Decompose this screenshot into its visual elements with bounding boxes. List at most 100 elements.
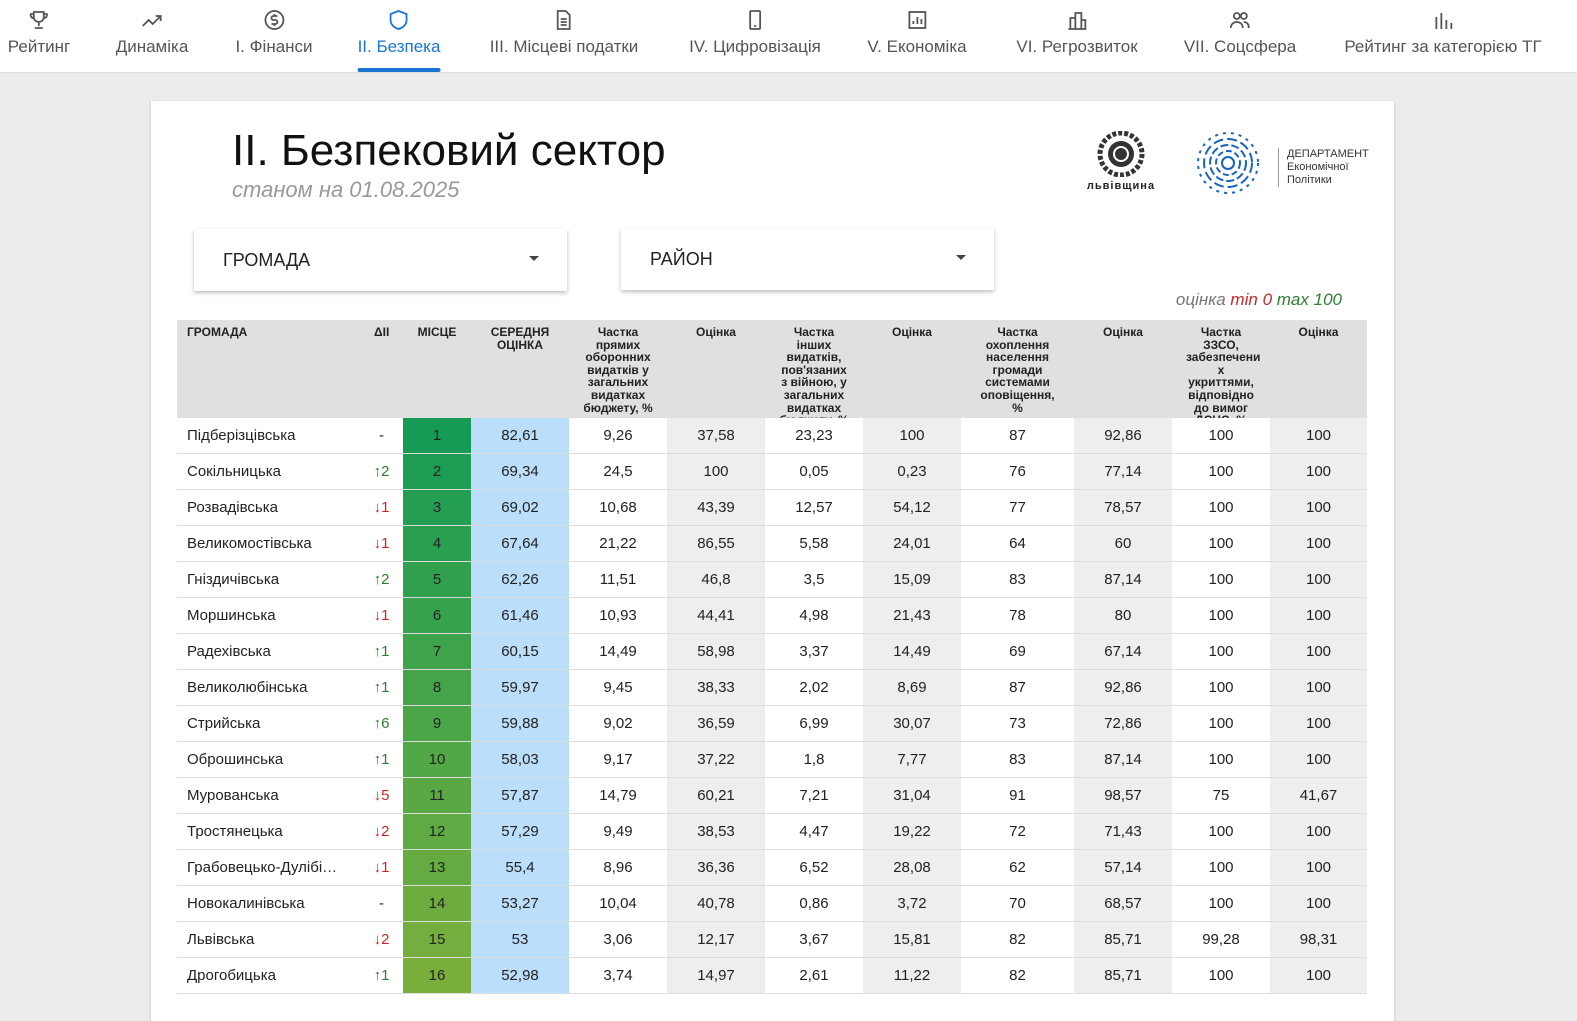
- table-row: Розвадівська ↓1 3 69,02 10,68 43,39 12,57 54,12…: [177, 489, 1367, 526]
- indicator-share: 9,49: [569, 813, 667, 850]
- column-header[interactable]: СЕРЕДНЯ ОЦІНКА: [471, 320, 569, 418]
- rank: 9: [403, 705, 471, 742]
- column-header[interactable]: Частка ЗЗСО, забезпечени х укриттями, ві…: [1172, 320, 1270, 418]
- tab-label: Рейтинг за категорією ТГ: [1344, 37, 1542, 56]
- average-score: 59,88: [471, 705, 569, 742]
- score: 100: [1270, 705, 1367, 742]
- score: 98,31: [1270, 921, 1367, 958]
- column-header-text: Частка інших видатків, пов'язаних з війн…: [779, 325, 848, 418]
- indicator-share: 82: [961, 957, 1074, 994]
- score: 100: [1270, 669, 1367, 706]
- table-row: Великомостівська ↓1 4 67,64 21,22 86,55 5,58 24…: [177, 525, 1367, 562]
- indicator-share: 3,06: [569, 921, 667, 958]
- community-dropdown[interactable]: ГРОМАДА: [194, 229, 567, 291]
- nav-tab[interactable]: VII. Соцсфера: [1184, 0, 1296, 72]
- score: 0,23: [863, 453, 961, 490]
- column-header-text: МІСЦЕ: [417, 325, 457, 339]
- table-row: Львівська ↓2 15 53 3,06 12,17 3,67 15,81 82 85,71…: [177, 921, 1367, 958]
- indicator-share: 3,37: [765, 633, 863, 670]
- legend-min-label: min: [1230, 290, 1258, 309]
- header-row: ГРОМАДА ΔІІ МІСЦЕ СЕРЕДНЯ ОЦІНКА Частка прям…: [177, 320, 1367, 418]
- rank: 2: [403, 453, 471, 490]
- tab-icon: [142, 15, 162, 27]
- tab-label: VI. Регрозвиток: [1016, 37, 1138, 56]
- indicator-share: 9,45: [569, 669, 667, 706]
- column-header-text: Частка прямих оборонних видатків у загал…: [583, 325, 653, 415]
- community-name: Сокільницька: [177, 453, 360, 490]
- score: 100: [1270, 885, 1367, 922]
- region-emblem: [1097, 130, 1145, 178]
- indicator-share: 100: [1172, 453, 1270, 490]
- nav-tab[interactable]: VI. Регрозвиток: [1016, 0, 1138, 72]
- indicator-share: 91: [961, 777, 1074, 814]
- score: 38,33: [667, 669, 765, 706]
- indicator-share: 9,17: [569, 741, 667, 778]
- report-card: ІІ. Безпековий сектор станом на 01.08.20…: [151, 101, 1394, 1021]
- tab-icon: [1067, 12, 1086, 30]
- community-name: Моршинська: [177, 597, 360, 634]
- score: 100: [1270, 957, 1367, 994]
- indicator-share: 0,86: [765, 885, 863, 922]
- score: 68,57: [1074, 885, 1172, 922]
- indicator-share: 0,05: [765, 453, 863, 490]
- column-header[interactable]: Оцінка: [863, 320, 961, 418]
- indicator-share: 83: [961, 741, 1074, 778]
- department-line: Економічної: [1287, 161, 1349, 173]
- column-header[interactable]: МІСЦЕ: [403, 320, 471, 418]
- score: 86,55: [667, 525, 765, 562]
- nav-tab[interactable]: Рейтинг за категорією ТГ: [1344, 0, 1542, 72]
- tab-icon: [908, 11, 926, 29]
- indicator-share: 1,8: [765, 741, 863, 778]
- indicator-share: 21,22: [569, 525, 667, 562]
- column-header[interactable]: ΔІІ: [360, 320, 403, 418]
- nav-tab[interactable]: ІІІ. Місцеві податки: [490, 0, 638, 72]
- score: 100: [1270, 418, 1367, 454]
- indicator-share: 10,68: [569, 489, 667, 526]
- score: 8,69: [863, 669, 961, 706]
- rank: 3: [403, 489, 471, 526]
- average-score: 57,87: [471, 777, 569, 814]
- column-header[interactable]: Оцінка: [1074, 320, 1172, 418]
- column-header-text: Оцінка: [696, 325, 736, 339]
- rank-change: -: [360, 885, 403, 922]
- indicator-share: 23,23: [765, 418, 863, 454]
- column-header[interactable]: Оцінка: [1270, 320, 1367, 418]
- nav-tab[interactable]: IV. Цифровізація: [689, 0, 821, 72]
- indicator-share: 12,57: [765, 489, 863, 526]
- indicator-share: 14,79: [569, 777, 667, 814]
- community-name: Підберізцівська: [177, 418, 360, 454]
- column-header[interactable]: Частка інших видатків, пов'язаних з війн…: [765, 320, 863, 418]
- column-header[interactable]: Частка прямих оборонних видатків у загал…: [569, 320, 667, 418]
- district-dropdown[interactable]: РАЙОН: [621, 228, 994, 290]
- indicator-share: 3,74: [569, 957, 667, 994]
- column-header[interactable]: ГРОМАДА: [177, 320, 360, 418]
- nav-tab[interactable]: І. Фінанси: [235, 0, 313, 72]
- average-score: 62,26: [471, 561, 569, 598]
- table-row: Гніздичівська ↑2 5 62,26 11,51 46,8 3,5 15,09 83…: [177, 561, 1367, 598]
- tab-icon: [749, 10, 761, 30]
- rank-change: ↓1: [360, 525, 403, 562]
- nav-tab[interactable]: ІІ. Безпека: [357, 0, 440, 72]
- score: 15,81: [863, 921, 961, 958]
- table-row: Радехівська ↑1 7 60,15 14,49 58,98 3,37 14,49 69…: [177, 633, 1367, 670]
- nav-tab[interactable]: Динаміка: [116, 0, 188, 72]
- nav-tab[interactable]: Рейтинг: [8, 0, 70, 72]
- average-score: 58,03: [471, 741, 569, 778]
- table-row: Грабовецько-Дулібі… ↓1 13 55,4 8,96 36,36 6,52…: [177, 849, 1367, 886]
- column-header[interactable]: Частка охоплення населення громади систе…: [961, 320, 1074, 418]
- average-score: 59,97: [471, 669, 569, 706]
- indicator-share: 77: [961, 489, 1074, 526]
- score: 11,22: [863, 957, 961, 994]
- community-name: Гніздичівська: [177, 561, 360, 598]
- indicator-share: 87: [961, 669, 1074, 706]
- indicator-share: 100: [1172, 561, 1270, 598]
- tab-icon: [1435, 13, 1452, 29]
- nav-tab[interactable]: V. Економіка: [867, 0, 967, 72]
- indicator-share: 100: [1172, 525, 1270, 562]
- indicator-share: 8,96: [569, 849, 667, 886]
- score: 40,78: [667, 885, 765, 922]
- column-header[interactable]: Оцінка: [667, 320, 765, 418]
- rank-change: ↓1: [360, 489, 403, 526]
- community-name: Львівська: [177, 921, 360, 958]
- average-score: 82,61: [471, 418, 569, 454]
